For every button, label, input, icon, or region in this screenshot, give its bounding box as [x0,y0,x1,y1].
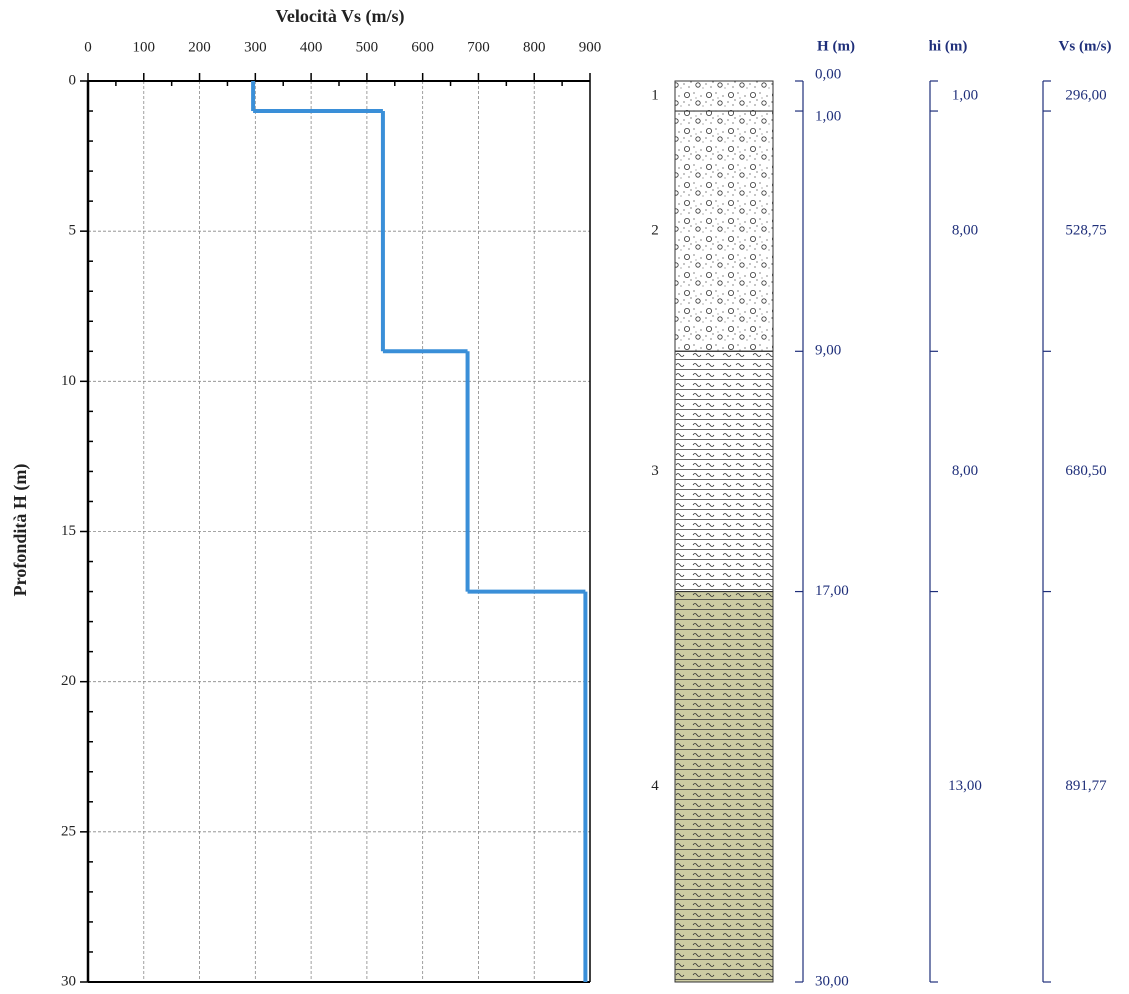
x-tick-label: 700 [467,39,490,55]
y-axis-label: Profondità H (m) [10,464,31,597]
y-tick-label: 10 [61,373,76,389]
y-tick-label: 30 [61,973,76,989]
y-tick-label: 5 [69,223,77,239]
layer-number: 4 [651,778,659,794]
chart: Velocità Vs (m/s) Profondità H (m) 01002… [0,0,1129,994]
layer-pattern [675,592,773,982]
layer-number: 3 [651,463,659,479]
depth-label: 1,00 [815,108,841,124]
layer-thickness: 8,00 [952,463,978,479]
y-tick-label: 25 [61,823,76,839]
layer-thickness: 1,00 [952,87,978,103]
x-tick-label: 200 [188,39,211,55]
chart-title: Velocità Vs (m/s) [276,6,405,27]
layer-vs: 528,75 [1065,223,1106,239]
x-tick-label: 400 [300,39,323,55]
layer-pattern [675,111,773,351]
depth-label: 9,00 [815,343,841,359]
layer-pattern [675,351,773,591]
y-tick-label: 15 [61,523,76,539]
y-tick-label: 0 [69,72,77,88]
x-tick-label: 300 [244,39,267,55]
x-tick-label: 800 [523,39,546,55]
layer-number: 2 [651,223,659,239]
layer-thickness: 8,00 [952,223,978,239]
x-tick-label: 600 [411,39,434,55]
x-tick-label: 500 [356,39,379,55]
layer-pattern [675,81,773,111]
layer-thickness: 13,00 [948,778,982,794]
depth-label: 17,00 [815,583,849,599]
depth-label: 30,00 [815,973,849,989]
x-tick-label: 100 [133,39,156,55]
column-header: H (m) [817,38,855,54]
column-header: hi (m) [929,38,968,54]
layer-vs: 680,50 [1065,463,1106,479]
x-tick-label: 0 [84,39,92,55]
column-header: Vs (m/s) [1059,38,1112,54]
depth-label: 0,00 [815,66,841,82]
layer-vs: 296,00 [1065,87,1106,103]
y-tick-label: 20 [61,673,76,689]
x-tick-label: 900 [579,39,602,55]
layer-vs: 891,77 [1065,778,1107,794]
layer-number: 1 [651,87,659,103]
